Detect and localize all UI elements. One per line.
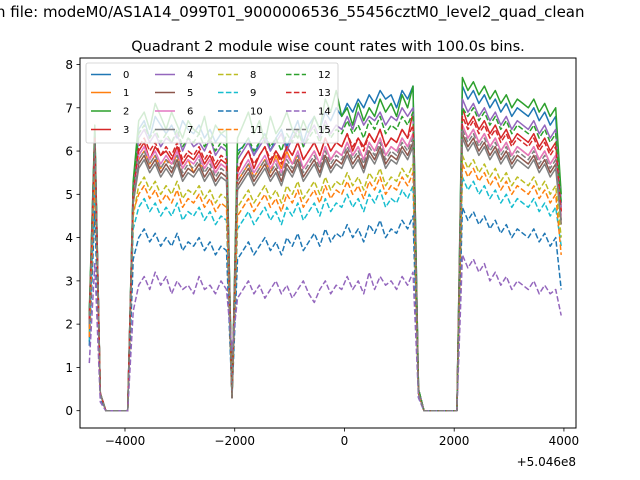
x-tick-label: −4000 xyxy=(105,434,146,448)
x-tick-label: 2000 xyxy=(439,434,470,448)
legend-label-13: 13 xyxy=(318,88,331,99)
y-tick-label: 0 xyxy=(65,404,73,418)
legend-label-12: 12 xyxy=(318,70,331,81)
x-tick-label: −2000 xyxy=(214,434,255,448)
y-tick-label: 2 xyxy=(65,318,73,332)
chart-title: Quadrant 2 module wise count rates with … xyxy=(131,39,525,55)
y-tick-label: 5 xyxy=(65,188,73,202)
series-9-line xyxy=(88,176,562,412)
legend-label-10: 10 xyxy=(250,107,263,118)
legend-label-7: 7 xyxy=(187,125,193,136)
series-6-line xyxy=(88,124,562,412)
legend-label-6: 6 xyxy=(187,107,193,118)
x-offset-label: +5.046e8 xyxy=(517,455,576,469)
legend-label-4: 4 xyxy=(187,70,193,81)
x-tick-label: 4000 xyxy=(549,434,580,448)
y-tick-label: 8 xyxy=(65,58,73,72)
legend-label-9: 9 xyxy=(250,88,256,99)
y-tick-label: 6 xyxy=(65,145,73,159)
y-tick-label: 3 xyxy=(65,274,73,288)
series-1-line xyxy=(88,124,562,412)
y-tick-label: 1 xyxy=(65,361,73,375)
figure-suptitle: n file: modeM0/AS1A14_099T01_9000006536_… xyxy=(0,3,640,27)
series-14-line xyxy=(88,254,562,412)
series-15-line xyxy=(88,128,562,412)
series-7-line xyxy=(88,137,562,412)
legend-label-14: 14 xyxy=(318,107,331,118)
y-axis: 0 1 2 3 4 5 6 7 8 xyxy=(65,58,80,418)
legend-label-1: 1 xyxy=(123,88,129,99)
x-axis: −4000 −2000 0 2000 4000 xyxy=(105,428,580,448)
legend-label-8: 8 xyxy=(250,70,256,81)
legend-box xyxy=(85,62,339,144)
legend-label-11: 11 xyxy=(250,125,263,136)
legend-label-15: 15 xyxy=(318,125,331,136)
legend-label-2: 2 xyxy=(123,107,129,118)
legend-label-5: 5 xyxy=(187,88,193,99)
figure-suptitle-text: n file: modeM0/AS1A14_099T01_9000006536_… xyxy=(0,3,585,21)
y-tick-label: 4 xyxy=(65,231,73,245)
y-tick-label: 7 xyxy=(65,101,73,115)
series-5-line xyxy=(88,132,562,412)
series-10-line xyxy=(88,206,562,412)
plot-frame xyxy=(79,57,577,429)
x-tick-label: 0 xyxy=(341,434,349,448)
legend-label-3: 3 xyxy=(123,125,129,136)
series-11-line xyxy=(88,163,562,412)
legend-label-0: 0 xyxy=(123,70,129,81)
